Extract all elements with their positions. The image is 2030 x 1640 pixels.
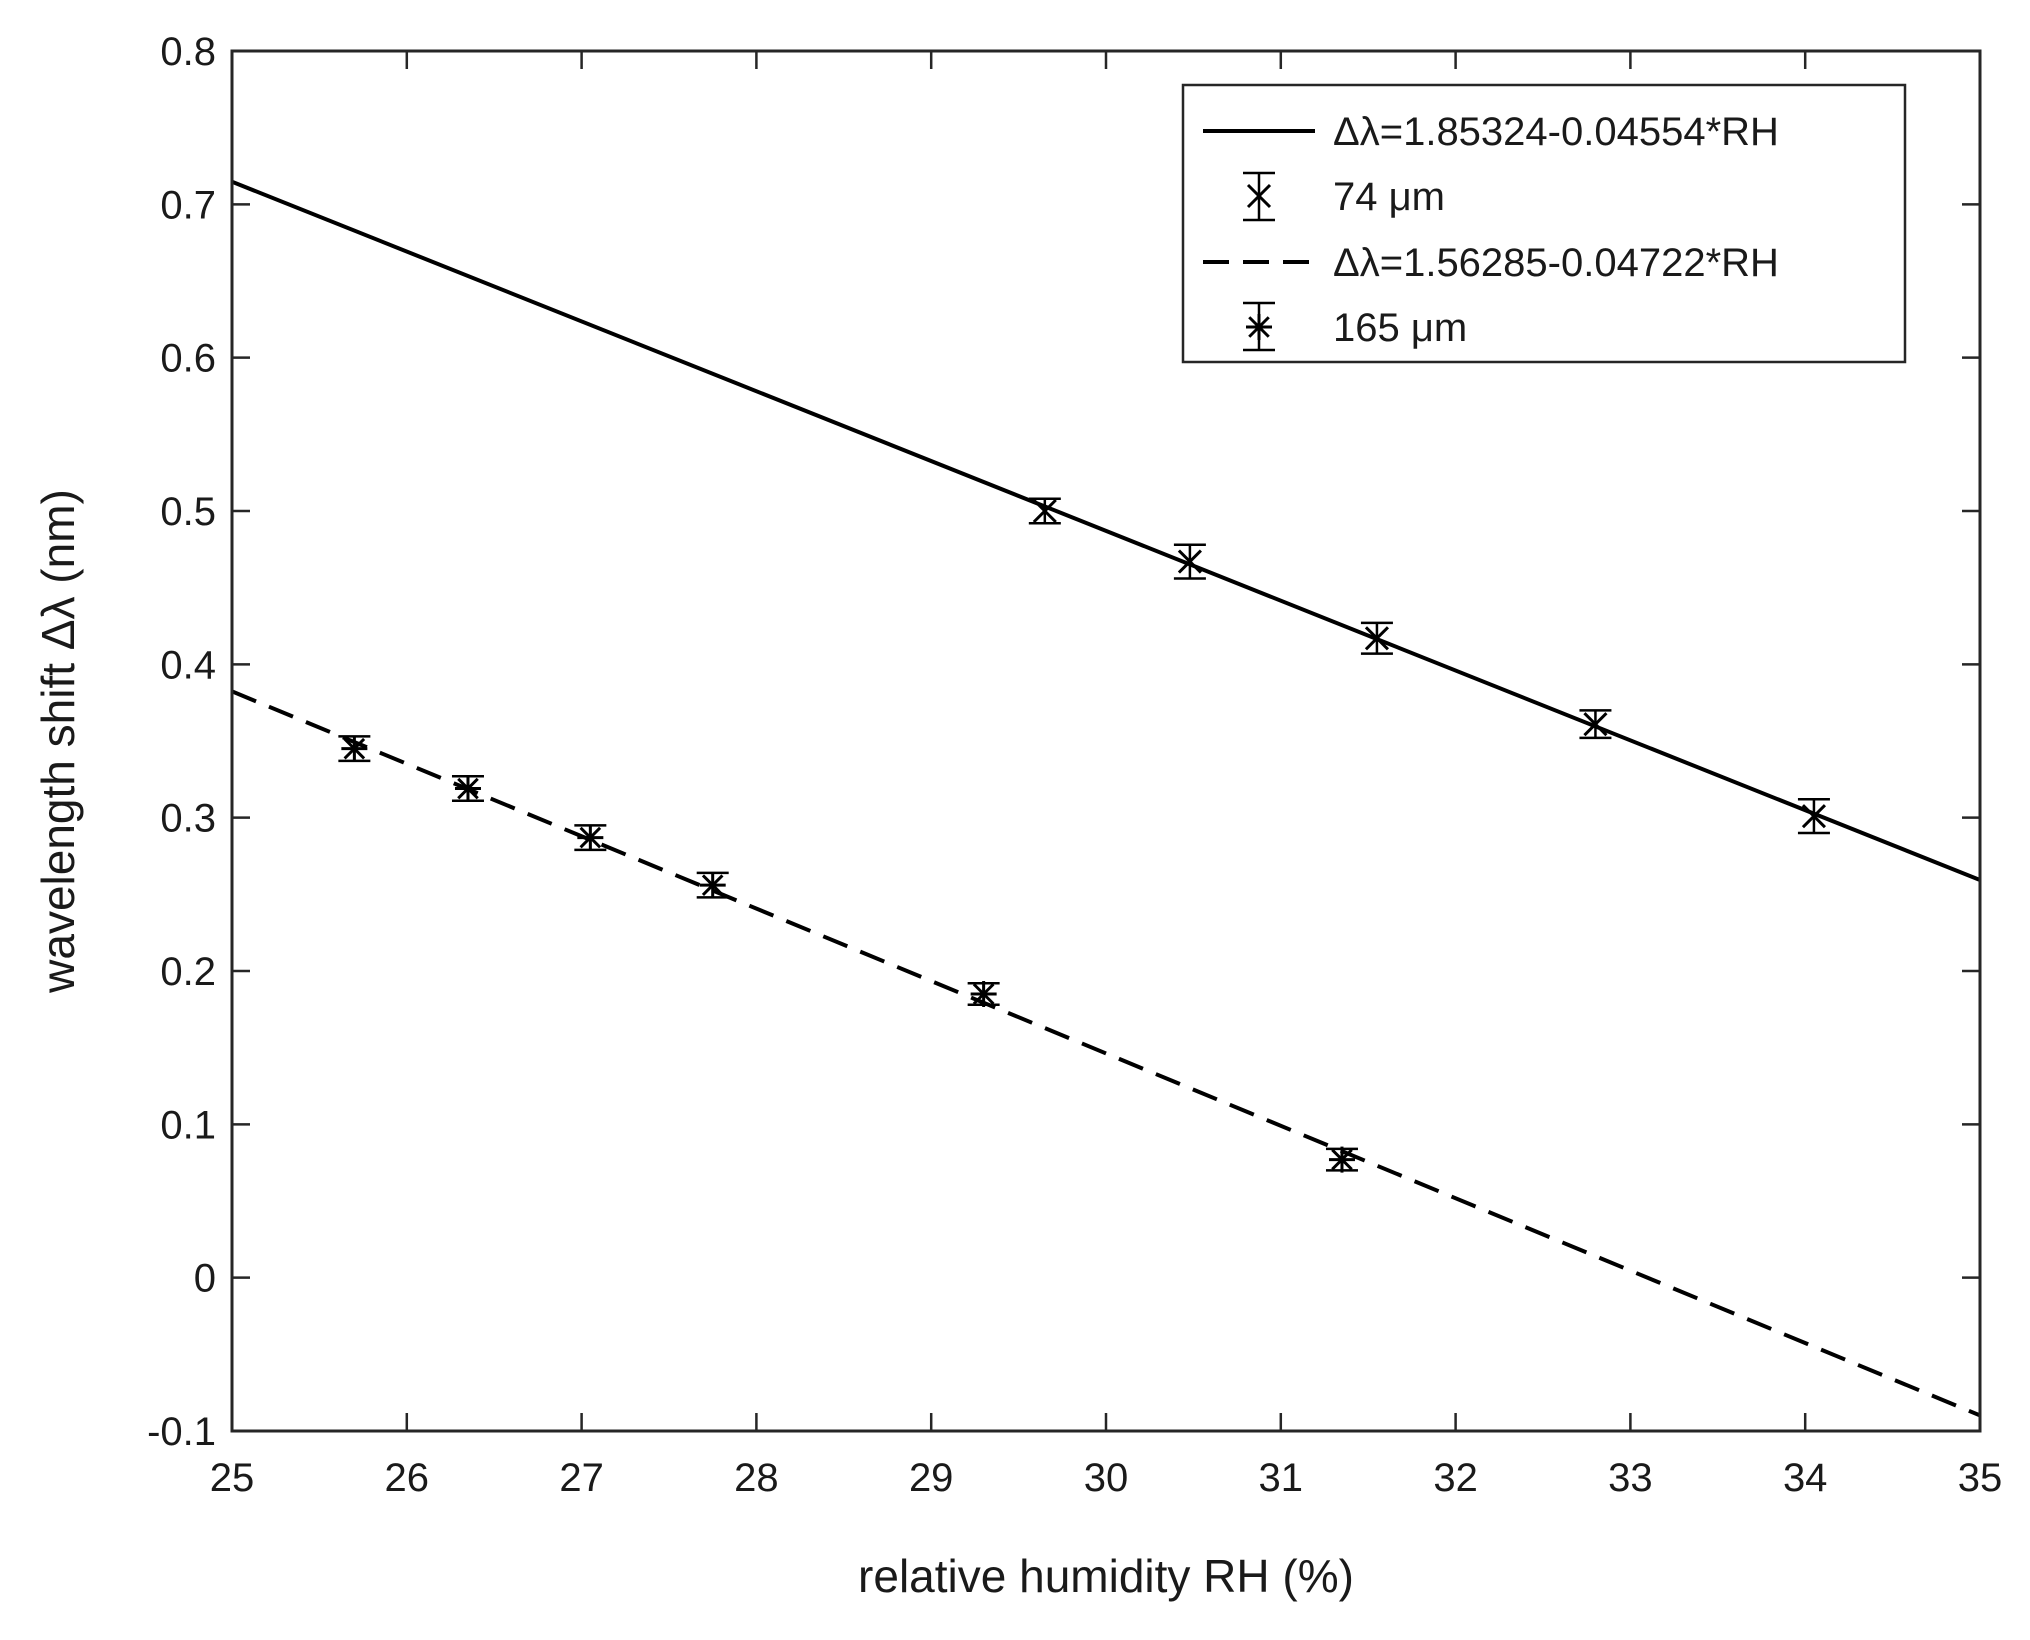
x-tick-label: 31 xyxy=(1259,1456,1304,1500)
data-point-165um xyxy=(574,824,607,852)
y-tick-label: 0 xyxy=(194,1257,216,1301)
legend-star-marker-swatch xyxy=(1243,301,1275,352)
marker-x-stroke-b xyxy=(1364,626,1390,651)
data-point-74um xyxy=(1173,543,1206,580)
data-point-74um xyxy=(1028,497,1061,525)
x-axis-title: relative humidity RH (%) xyxy=(858,1550,1354,1602)
legend-x-marker-swatch xyxy=(1243,171,1275,222)
y-tick-label: -0.1 xyxy=(147,1410,216,1454)
y-tick-label: 0.6 xyxy=(160,337,216,381)
x-tick-label: 27 xyxy=(559,1456,604,1500)
marker-x-stroke-b xyxy=(1177,549,1202,574)
data-point-74um xyxy=(1579,709,1612,740)
y-tick-label: 0.3 xyxy=(160,797,216,841)
x-tick-label: 25 xyxy=(210,1456,255,1500)
x-tick-label: 26 xyxy=(385,1456,430,1500)
legend-label-74um: 74 μm xyxy=(1333,175,1445,219)
data-point-165um xyxy=(1325,1146,1358,1173)
legend-label-165um: 165 μm xyxy=(1333,306,1467,350)
marker-x-stroke-b xyxy=(1801,804,1827,829)
fit-lines xyxy=(232,179,1980,1418)
tick-labels: 25 26 27 28 29 30 31 32 33 34 35 -0.1 0 0.1 0.2 0.3 0.4 0… xyxy=(147,30,2002,1500)
x-tick-label: 30 xyxy=(1084,1456,1129,1500)
legend-label-fit-165: Δλ=1.56285-0.04722*RH xyxy=(1333,241,1779,285)
legend-label-fit-74: Δλ=1.85324-0.04554*RH xyxy=(1333,110,1779,154)
fit-line-74um xyxy=(232,179,1980,882)
y-tick-label: 0.2 xyxy=(160,950,216,994)
x-tick-label: 33 xyxy=(1608,1456,1653,1500)
y-tick-label: 0.5 xyxy=(160,490,216,534)
x-tick-label: 34 xyxy=(1783,1456,1828,1500)
x-tick-label: 29 xyxy=(909,1456,954,1500)
data-points xyxy=(338,497,1830,1173)
data-point-165um xyxy=(338,735,371,763)
data-point-165um xyxy=(451,775,484,803)
y-tick-label: 0.8 xyxy=(160,30,216,74)
marker-x-stroke-b xyxy=(1032,498,1057,524)
x-tick-label: 28 xyxy=(734,1456,779,1500)
y-tick-label: 0.1 xyxy=(160,1103,216,1147)
x-tick-label: 35 xyxy=(1958,1456,2003,1500)
data-point-74um xyxy=(1360,621,1393,655)
marker-x-stroke-b xyxy=(1583,712,1608,737)
data-point-74um xyxy=(1797,798,1830,835)
x-tick-label: 32 xyxy=(1433,1456,1478,1500)
legend: Δλ=1.85324-0.04554*RH 74 μm Δλ=1.56285-0… xyxy=(1181,83,1907,364)
data-point-165um xyxy=(967,981,1000,1007)
y-axis-title: wavelength shift Δλ (nm) xyxy=(32,489,84,994)
legend-marker-x-stroke-b xyxy=(1246,183,1272,209)
axis-ticks xyxy=(230,49,1982,1433)
y-tick-label: 0.7 xyxy=(160,183,216,227)
data-point-165um xyxy=(696,871,729,899)
fit-line-165um xyxy=(232,689,1980,1418)
y-tick-label: 0.4 xyxy=(160,643,216,687)
